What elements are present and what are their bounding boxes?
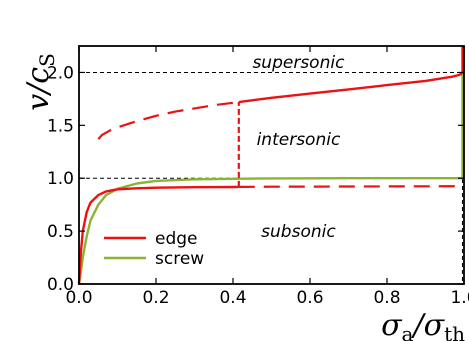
legend-label-screw: screw [155, 249, 204, 269]
y-tick-label-4: 2.0 [47, 63, 74, 83]
y-tick-label-0: 0.0 [47, 275, 74, 295]
plot-frame [78, 45, 465, 285]
y-tick-label-1: 0.5 [47, 222, 74, 242]
series-edge-segment-4 [238, 46, 464, 104]
x-tick-label-5: 1.0 [450, 288, 469, 308]
x-axis-title: σa/σth [381, 308, 465, 341]
y-axis-title-sub: S [35, 53, 59, 67]
series-edge-segment-1 [238, 185, 463, 188]
region-label-subsonic: subsonic [261, 222, 336, 242]
y-axis-title-slash: /c [21, 67, 56, 97]
axis-ticks: 0.0 0.2 0.4 0.6 0.8 1.0 0.0 0.5 1.0 1.5 2.0 [47, 46, 469, 308]
region-label-supersonic: supersonic [252, 53, 345, 73]
y-axis-title: v/cS [21, 53, 59, 111]
y-tick-label-3: 1.5 [47, 116, 74, 136]
series-edge-segment-2 [97, 101, 239, 140]
x-tick-label-2: 0.4 [219, 288, 246, 308]
y-axis-title-v: v [21, 94, 56, 111]
reference-lines [79, 46, 464, 284]
x-tick-label-1: 0.2 [142, 288, 169, 308]
svg-text:v/cS: v/cS [21, 53, 59, 111]
x-tick-label-4: 0.8 [373, 288, 400, 308]
legend-label-edge: edge [155, 229, 198, 249]
region-labels: supersonic intersonic subsonic [252, 53, 345, 242]
svg-text:σa/σth: σa/σth [381, 308, 465, 341]
y-tick-label-2: 1.0 [47, 169, 74, 189]
x-tick-label-3: 0.6 [296, 288, 323, 308]
series-layer [77, 46, 464, 285]
x-tick-label-0: 0.0 [65, 288, 92, 308]
region-label-intersonic: intersonic [257, 130, 341, 150]
